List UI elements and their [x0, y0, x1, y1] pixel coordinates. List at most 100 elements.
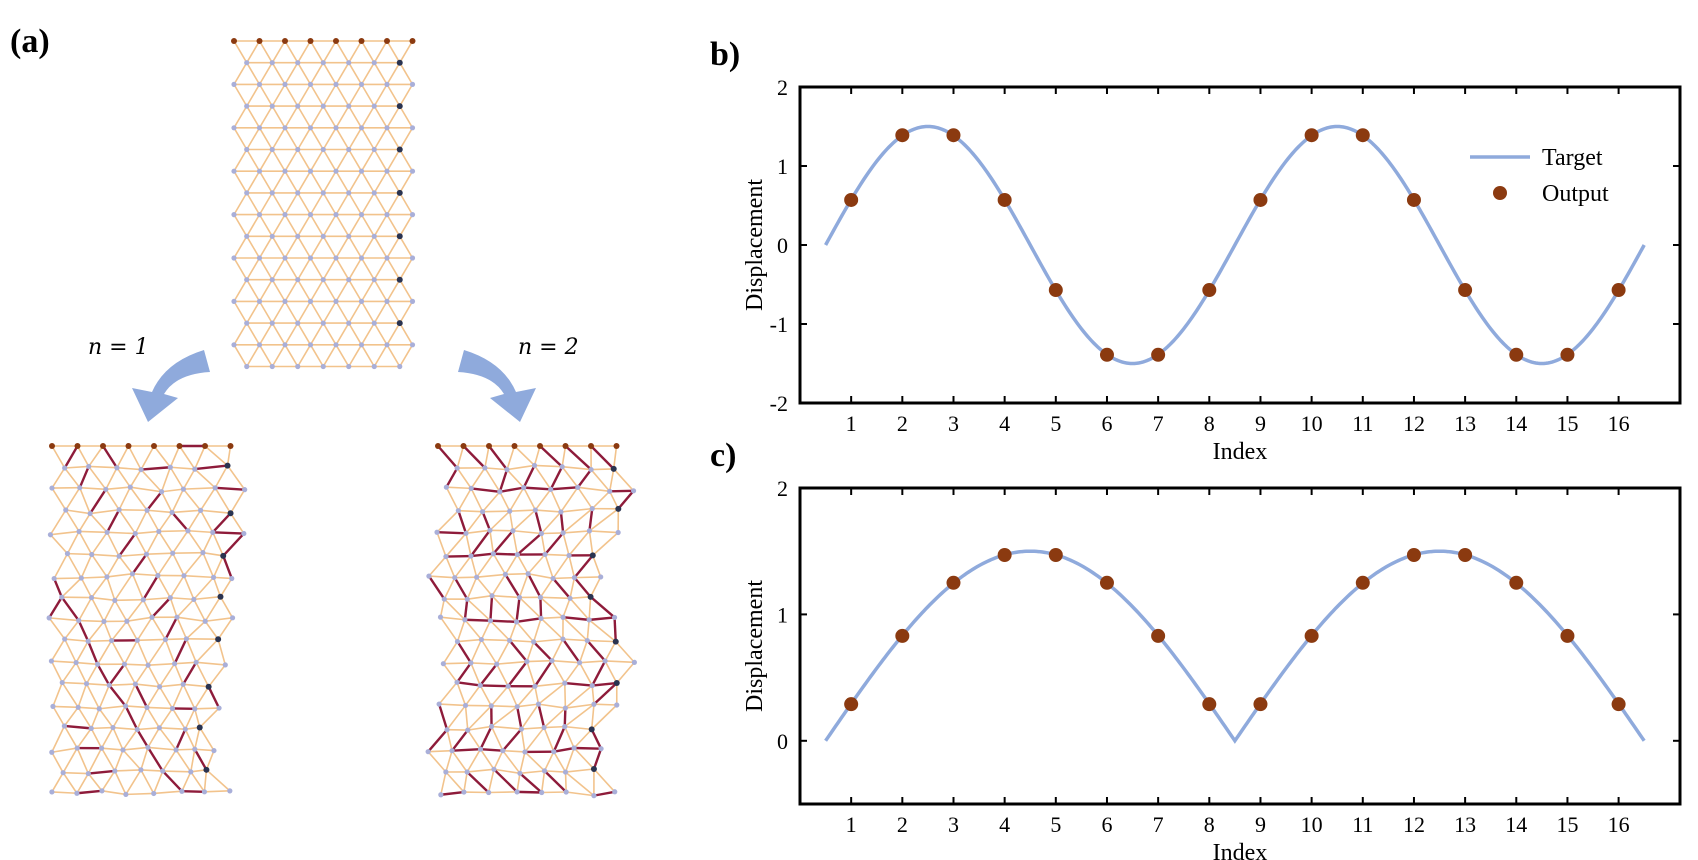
- stiff-edge: [533, 660, 554, 687]
- lattice-edge: [297, 344, 312, 367]
- lattice-edge: [309, 235, 324, 259]
- stiff-edge: [140, 466, 171, 471]
- lattice-edge: [588, 596, 592, 620]
- lattice-edge: [386, 214, 401, 237]
- lattice-edge: [465, 533, 472, 557]
- lattice-node: [486, 789, 492, 796]
- lattice-edge: [48, 617, 66, 640]
- fixed-node: [231, 38, 237, 44]
- lattice-edge: [309, 40, 324, 64]
- lattice-edge: [200, 509, 231, 515]
- lattice-node: [497, 489, 503, 495]
- lattice-node: [75, 704, 81, 710]
- lattice-edge: [79, 486, 106, 491]
- lattice-edge: [233, 235, 248, 259]
- lattice-edge: [574, 576, 601, 579]
- lattice-edge: [591, 468, 614, 471]
- lattice-node: [333, 125, 339, 131]
- lattice-edge: [184, 728, 196, 750]
- lattice-node: [244, 320, 250, 326]
- lattice-edge: [158, 530, 174, 554]
- lattice-edge: [562, 638, 588, 642]
- lattice-node: [560, 530, 566, 536]
- lattice-edge: [479, 748, 495, 770]
- lattice-edge: [463, 771, 468, 793]
- lattice-edge: [106, 531, 120, 557]
- lattice-edge: [147, 664, 161, 688]
- lattice-node: [269, 60, 275, 66]
- lattice-edge: [202, 551, 224, 557]
- lattice-node: [494, 661, 500, 667]
- lattice-edge: [507, 685, 518, 708]
- lattice-edge: [125, 769, 142, 795]
- lattice-edge: [91, 553, 120, 557]
- lattice-edge: [322, 62, 337, 85]
- lattice-node: [112, 768, 118, 774]
- x-tick-label: 13: [1454, 812, 1476, 837]
- lattice-edge: [297, 279, 312, 302]
- lattice-edge: [205, 750, 215, 771]
- lattice-node: [507, 508, 513, 514]
- lattice-edge: [399, 149, 414, 172]
- lattice-edge: [112, 726, 138, 731]
- lattice-edge: [445, 750, 453, 773]
- lattice-edge: [564, 703, 595, 728]
- lattice-edge: [348, 170, 363, 194]
- lattice-edge: [90, 708, 100, 729]
- lattice-edge: [456, 467, 472, 489]
- lattice-edge: [146, 686, 161, 708]
- lattice-node: [477, 746, 484, 752]
- lattice-node: [103, 486, 109, 492]
- output-point: [1560, 347, 1575, 362]
- lattice-edge: [428, 556, 447, 577]
- lattice-node: [358, 168, 365, 174]
- fixed-node: [384, 38, 390, 44]
- lattice-edge: [233, 149, 248, 172]
- stiff-edge: [498, 469, 509, 493]
- lattice-edge: [373, 40, 388, 64]
- lattice-edge: [233, 300, 248, 324]
- stiff-edge: [489, 595, 494, 621]
- lattice-node: [477, 682, 483, 689]
- x-axis-title: Index: [1213, 439, 1268, 465]
- lattice-node: [145, 662, 151, 668]
- lattice-edge: [335, 322, 350, 346]
- lattice-node: [77, 485, 83, 491]
- lattice-edge: [76, 747, 90, 774]
- lattice-node: [333, 342, 339, 348]
- lattice-node: [61, 723, 67, 729]
- lattice-node: [110, 724, 116, 731]
- lattice-node: [560, 614, 566, 620]
- lattice-node: [63, 507, 69, 513]
- lattice-edge: [524, 751, 546, 772]
- lattice-node: [282, 168, 288, 174]
- x-tick-label: 16: [1608, 411, 1630, 436]
- lattice-edge: [427, 751, 447, 773]
- lattice-edge: [101, 747, 124, 751]
- lattice-edge: [578, 640, 589, 663]
- lattice-edge: [182, 488, 202, 511]
- lattice-node: [282, 298, 288, 304]
- lattice-edge: [61, 577, 82, 598]
- y-tick-label: 0: [777, 729, 788, 754]
- boundary-node: [196, 724, 203, 731]
- lattice-edge: [183, 575, 195, 600]
- lattice-edge: [91, 554, 108, 578]
- lattice-node: [295, 190, 301, 196]
- lattice-node: [464, 769, 470, 775]
- lattice-node: [384, 81, 390, 87]
- stiff-edge: [453, 577, 469, 600]
- x-tick-label: 6: [1101, 812, 1112, 837]
- x-tick-label: 10: [1301, 812, 1323, 837]
- lattice-node: [542, 551, 548, 558]
- lattice-edge: [322, 83, 337, 107]
- stiff-edge: [493, 552, 518, 556]
- lattice-edge: [490, 726, 504, 752]
- lattice-node: [241, 530, 247, 537]
- x-tick-label: 7: [1153, 411, 1164, 436]
- lattice-edge: [504, 554, 519, 575]
- lattice-edge: [79, 487, 91, 514]
- lattice-edge: [373, 170, 388, 194]
- lattice-edge: [564, 726, 575, 749]
- boundary-node: [589, 552, 596, 559]
